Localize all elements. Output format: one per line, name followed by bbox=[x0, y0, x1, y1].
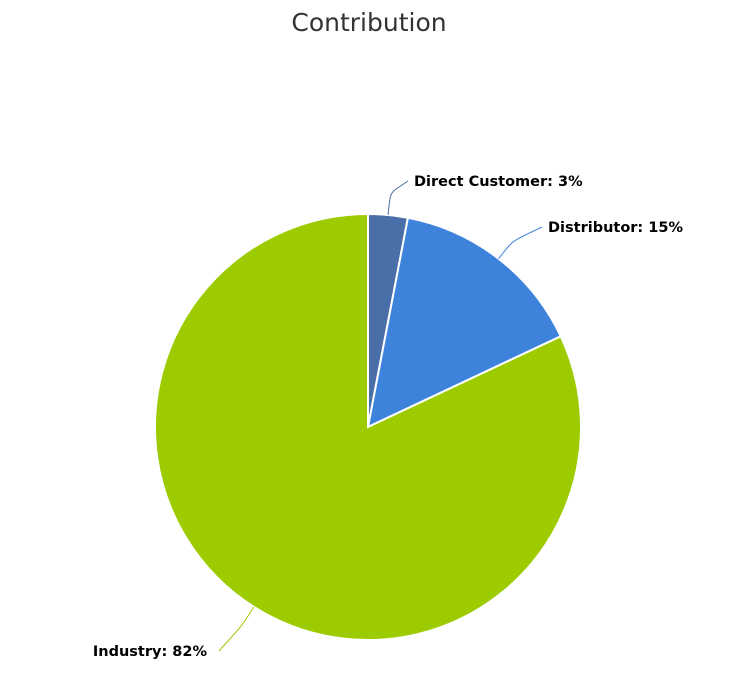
pie-slice-industry bbox=[154, 212, 582, 641]
pie-slice-distributor bbox=[366, 216, 563, 429]
label-connector-distributor bbox=[498, 226, 543, 260]
pie-slices bbox=[154, 212, 582, 641]
data-label-industry: Industry: 82% bbox=[93, 644, 208, 660]
data-label-direct-customer: Direct Customer: 3% bbox=[414, 174, 583, 190]
label-connectors bbox=[218, 180, 543, 652]
chart-title: Contribution bbox=[291, 8, 446, 37]
label-connector-industry bbox=[218, 606, 255, 652]
data-label-distributor: Distributor: 15% bbox=[548, 220, 683, 236]
label-connector-direct-customer bbox=[387, 180, 409, 215]
data-labels: Direct Customer: 3% Distributor: 15% Indus… bbox=[93, 174, 684, 660]
